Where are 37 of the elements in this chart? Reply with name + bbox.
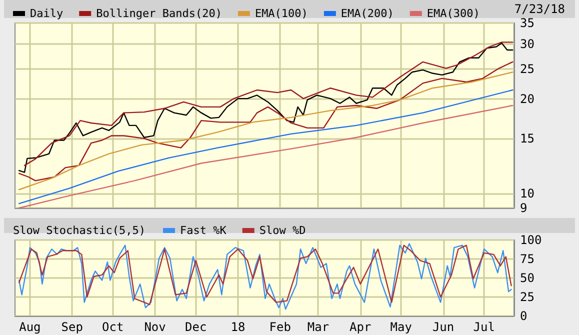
x-tick-label: 18: [230, 320, 246, 334]
x-tick-label: Dec: [184, 320, 207, 334]
x-tick-label: Aug: [19, 320, 41, 334]
legend-label: EMA(200): [340, 7, 394, 20]
y-tick-label: 20: [520, 92, 534, 106]
legend-label: Slow %D: [259, 224, 306, 237]
y-tick-label: 15: [520, 131, 534, 146]
y-tick-label: 9: [520, 201, 528, 215]
x-tick-label: Sep: [61, 320, 83, 334]
x-tick-label: Mar: [307, 320, 330, 334]
chart-title: Slow Stochastic(5,5): [13, 224, 146, 237]
x-tick-label: Apr: [350, 320, 372, 334]
y-tick-label: 100: [520, 233, 542, 247]
line-series: [18, 61, 514, 182]
line-series: [18, 89, 514, 204]
legend-label: Fast %K: [180, 224, 227, 237]
y-tick-label: 50: [520, 271, 534, 285]
x-tick-label: Feb: [269, 320, 291, 334]
legend-label: EMA(100): [254, 7, 308, 20]
x-tick-label: Jul: [473, 320, 495, 334]
y-tick-label: 10: [520, 186, 534, 201]
y-tick-label: 35: [520, 16, 534, 30]
x-tick-label: May: [390, 320, 412, 334]
y-tick-label: 0: [520, 309, 528, 323]
line-series: [18, 72, 514, 190]
y-tick-label: 30: [520, 37, 534, 51]
y-tick-label: 75: [520, 252, 534, 266]
x-tick-label: Jun: [432, 320, 454, 334]
y-tick-label: 25: [520, 62, 534, 76]
line-series: [18, 104, 514, 209]
legend-label: EMA(300): [426, 7, 480, 20]
x-tick-label: Nov: [144, 320, 166, 334]
x-tick-label: Oct: [102, 320, 124, 334]
legend-label: Daily: [30, 7, 64, 20]
text: 7/23/18: [514, 2, 566, 16]
y-tick-label: 25: [520, 290, 534, 304]
legend-label: Bollinger Bands(20): [96, 7, 222, 20]
